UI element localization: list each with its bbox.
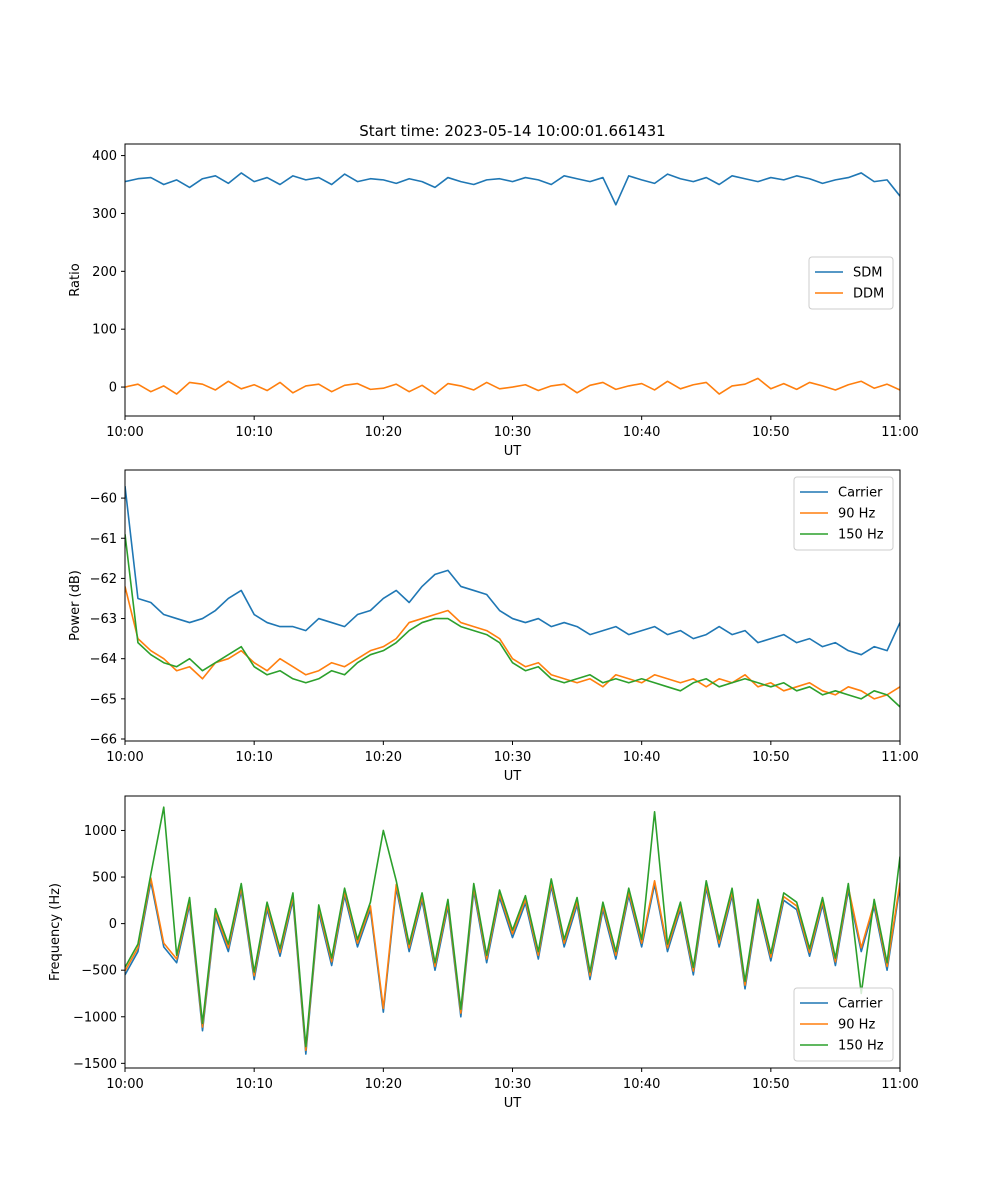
y-tick-label: −63 (90, 612, 117, 627)
series-line-carrier (125, 485, 900, 656)
x-tick-label: 11:00 (881, 1077, 918, 1092)
legend-label: 90 Hz (838, 507, 875, 522)
x-tick-label: 10:20 (365, 750, 402, 765)
y-tick-label: −65 (90, 692, 117, 707)
x-tick-label: 10:50 (752, 1077, 789, 1092)
legend-label: Carrier (838, 486, 883, 501)
panels: 10:00 10:10 10:20 10:30 10:40 10:50 11:00 0 100 2… (48, 143, 919, 1111)
legend-label: Carrier (838, 997, 883, 1012)
x-tick-label: 10:20 (365, 425, 402, 440)
y-tick-label: 400 (92, 149, 117, 164)
legend: Carrier 90 Hz 150 Hz (793, 987, 894, 1062)
x-axis-label: UT (504, 444, 522, 459)
legend: Carrier 90 Hz 150 Hz (793, 476, 894, 551)
series-group (125, 806, 900, 1055)
legend-box (793, 987, 894, 1062)
x-tick-label: 10:40 (623, 425, 660, 440)
x-tick-label: 10:40 (623, 750, 660, 765)
x-tick-label: 11:00 (881, 425, 918, 440)
x-tick-label: 10:00 (106, 750, 143, 765)
x-tick-label: 10:30 (494, 750, 531, 765)
x-tick-label: 10:00 (106, 425, 143, 440)
figure-title: Start time: 2023-05-14 10:00:01.661431 (359, 122, 665, 140)
legend-label: 90 Hz (838, 1018, 875, 1033)
y-axis-label: Frequency (Hz) (48, 883, 63, 981)
y-tick-label: 0 (109, 381, 117, 396)
series-line-150-hz (125, 806, 900, 1048)
x-tick-label: 10:30 (494, 1077, 531, 1092)
y-tick-label: 0 (109, 917, 117, 932)
y-tick-label: 1000 (84, 824, 117, 839)
legend: SDM DDM (808, 256, 894, 310)
legend-box (793, 476, 894, 551)
x-tick-label: 10:10 (235, 750, 272, 765)
y-tick-label: −500 (81, 964, 117, 979)
y-tick-label: −1500 (73, 1057, 117, 1072)
x-axis-label: UT (504, 769, 522, 784)
series-group (125, 172, 900, 395)
x-axis-label: UT (504, 1096, 522, 1111)
x-tick-label: 10:30 (494, 425, 531, 440)
x-tick-label: 10:50 (752, 425, 789, 440)
series-line-150-hz (125, 534, 900, 708)
y-tick-label: 500 (92, 871, 117, 886)
y-tick-label: 100 (92, 323, 117, 338)
x-tick-label: 10:50 (752, 750, 789, 765)
series-line-90-hz (125, 877, 900, 1052)
y-tick-label: −61 (90, 532, 117, 547)
chart-panel-2: 10:00 10:10 10:20 10:30 10:40 10:50 11:00 −66 −6… (68, 469, 919, 784)
y-tick-label: 200 (92, 265, 117, 280)
x-tick-label: 10:20 (365, 1077, 402, 1092)
y-axis-label: Ratio (68, 263, 83, 296)
y-tick-label: 300 (92, 207, 117, 222)
chart-panel-3: 10:00 10:10 10:20 10:30 10:40 10:50 11:00 −1500… (48, 795, 919, 1111)
x-tick-label: 10:10 (235, 425, 272, 440)
x-tick-label: 10:00 (106, 1077, 143, 1092)
series-line-90-hz (125, 586, 900, 700)
legend-label: 150 Hz (838, 1039, 884, 1054)
x-tick-label: 10:10 (235, 1077, 272, 1092)
y-axis-label: Power (dB) (68, 570, 83, 641)
series-line-carrier (125, 880, 900, 1055)
series-group (125, 485, 900, 708)
legend-label: DDM (853, 287, 884, 302)
y-tick-label: −1000 (73, 1010, 117, 1025)
x-tick-label: 10:40 (623, 1077, 660, 1092)
legend-label: 150 Hz (838, 528, 884, 543)
chart-panel-1: 10:00 10:10 10:20 10:30 10:40 10:50 11:00 0 100 2… (68, 143, 919, 459)
x-tick-label: 11:00 (881, 750, 918, 765)
series-line-sdm (125, 172, 900, 206)
y-tick-label: −60 (90, 492, 117, 507)
legend-label: SDM (853, 266, 882, 281)
y-tick-label: −62 (90, 572, 117, 587)
series-line-ddm (125, 377, 900, 395)
y-tick-label: −66 (90, 732, 117, 747)
y-tick-label: −64 (90, 652, 117, 667)
legend-box (808, 256, 894, 310)
